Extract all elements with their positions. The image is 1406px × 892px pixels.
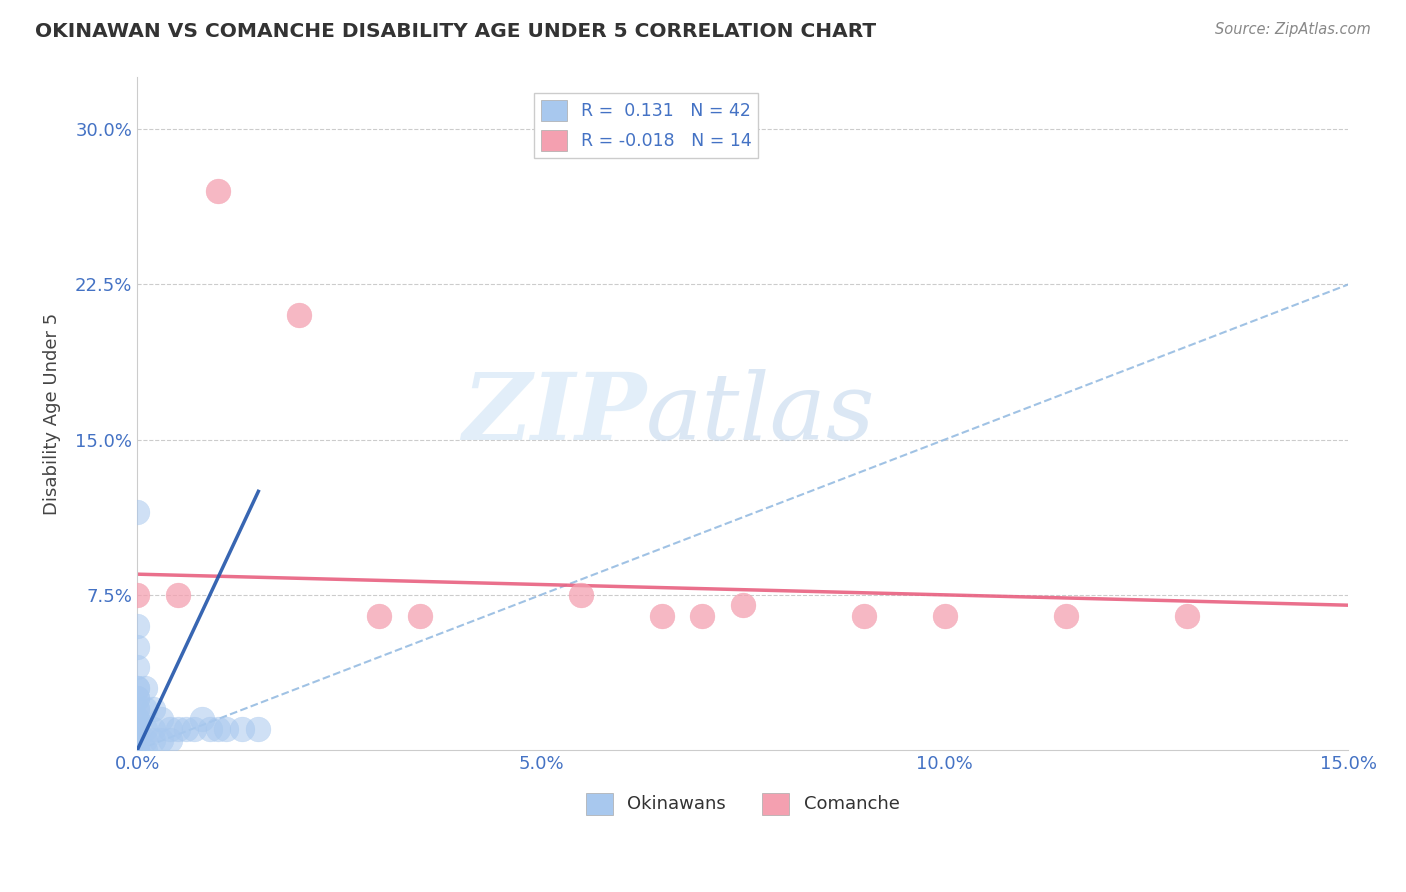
Point	[934, 608, 956, 623]
Point	[159, 732, 181, 747]
Point	[127, 743, 149, 757]
Text: atlas: atlas	[645, 368, 876, 458]
Point	[127, 619, 149, 633]
Point	[231, 723, 253, 737]
Point	[127, 743, 149, 757]
Point	[1054, 608, 1077, 623]
Point	[142, 732, 165, 747]
Point	[134, 743, 156, 757]
Point	[142, 723, 165, 737]
Point	[368, 608, 391, 623]
Point	[191, 712, 214, 726]
Text: Source: ZipAtlas.com: Source: ZipAtlas.com	[1215, 22, 1371, 37]
Legend: Okinawans, Comanche: Okinawans, Comanche	[579, 785, 907, 822]
Point	[127, 701, 149, 715]
Point	[134, 723, 156, 737]
Point	[127, 712, 149, 726]
Point	[127, 588, 149, 602]
Point	[569, 588, 592, 602]
Point	[174, 723, 197, 737]
Point	[127, 701, 149, 715]
Text: ZIP: ZIP	[461, 368, 645, 458]
Point	[166, 723, 188, 737]
Point	[127, 743, 149, 757]
Point	[134, 732, 156, 747]
Point	[287, 309, 309, 323]
Point	[127, 723, 149, 737]
Point	[183, 723, 205, 737]
Point	[731, 598, 754, 612]
Point	[150, 712, 173, 726]
Y-axis label: Disability Age Under 5: Disability Age Under 5	[44, 312, 60, 515]
Point	[198, 723, 221, 737]
Point	[166, 588, 188, 602]
Point	[127, 640, 149, 654]
Point	[207, 184, 229, 198]
Point	[651, 608, 673, 623]
Point	[134, 681, 156, 695]
Point	[247, 723, 270, 737]
Point	[127, 743, 149, 757]
Point	[852, 608, 875, 623]
Point	[159, 723, 181, 737]
Point	[134, 701, 156, 715]
Point	[127, 732, 149, 747]
Point	[127, 681, 149, 695]
Point	[127, 743, 149, 757]
Text: OKINAWAN VS COMANCHE DISABILITY AGE UNDER 5 CORRELATION CHART: OKINAWAN VS COMANCHE DISABILITY AGE UNDE…	[35, 22, 876, 41]
Point	[127, 505, 149, 519]
Point	[127, 691, 149, 706]
Point	[150, 732, 173, 747]
Point	[692, 608, 714, 623]
Point	[215, 723, 238, 737]
Point	[127, 712, 149, 726]
Point	[1175, 608, 1198, 623]
Point	[127, 681, 149, 695]
Point	[127, 732, 149, 747]
Point	[127, 723, 149, 737]
Point	[127, 691, 149, 706]
Point	[207, 723, 229, 737]
Point	[409, 608, 432, 623]
Point	[127, 660, 149, 674]
Point	[142, 701, 165, 715]
